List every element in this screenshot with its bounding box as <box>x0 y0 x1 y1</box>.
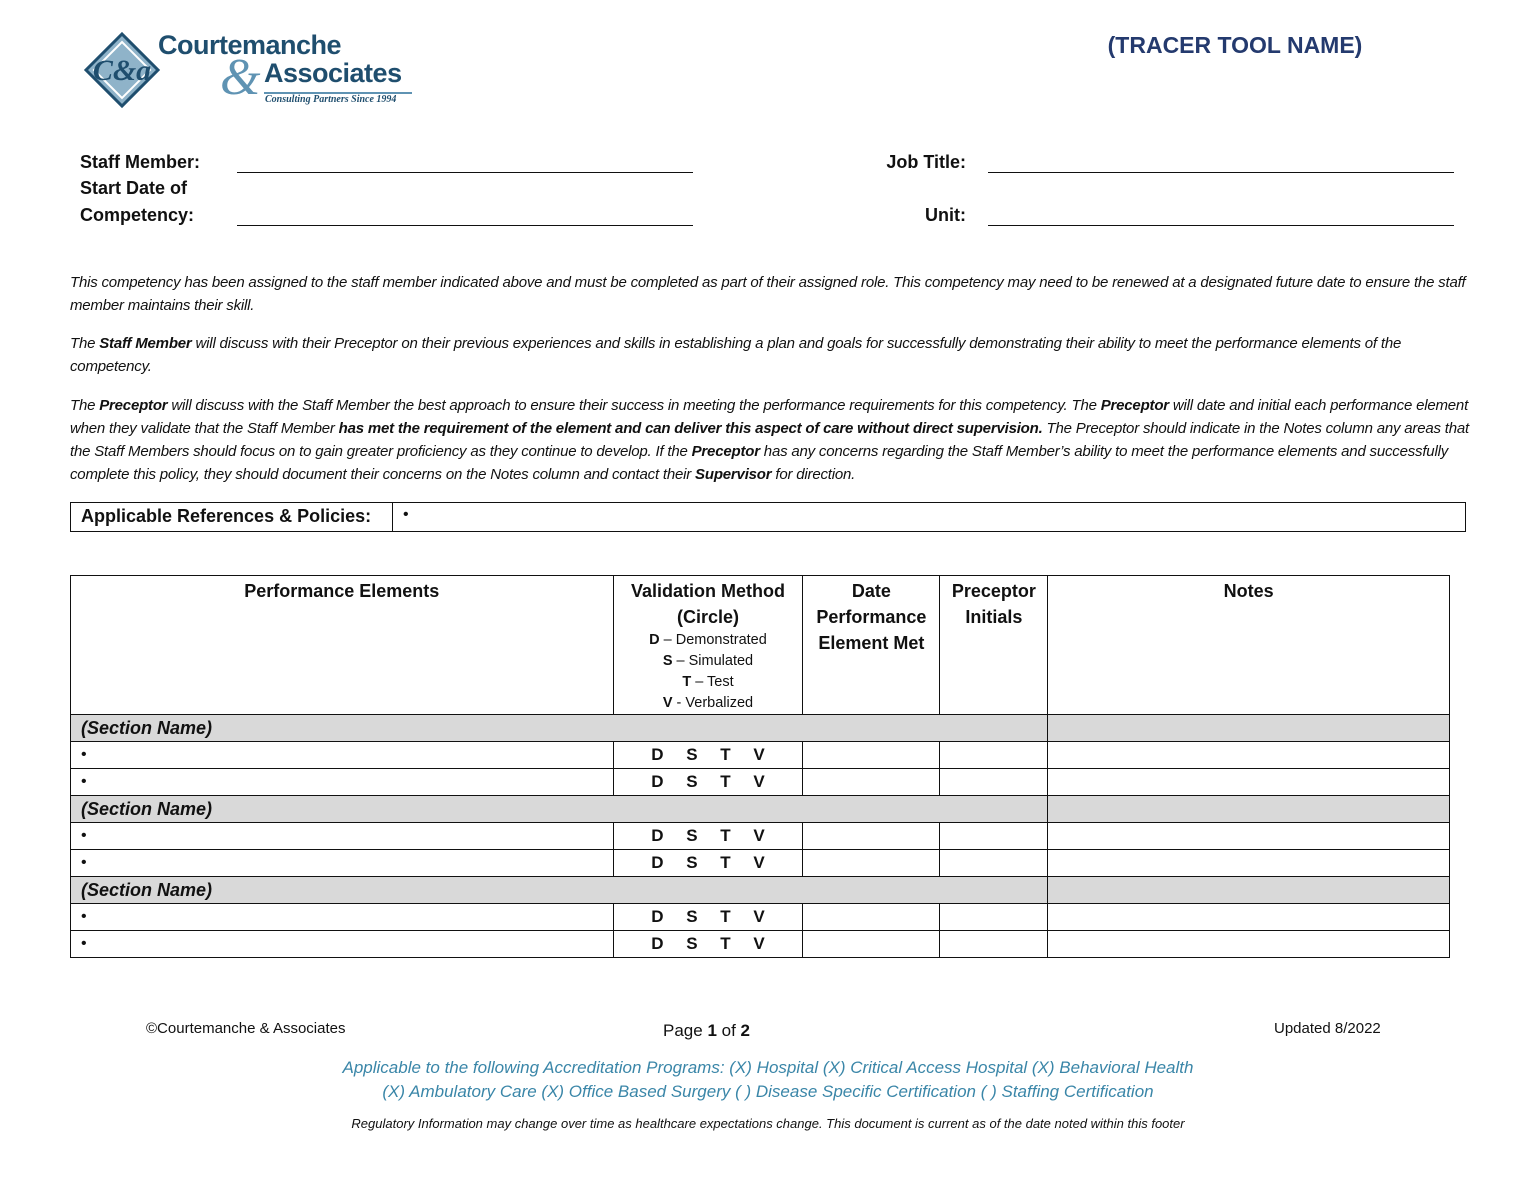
validation-legend: D – Demonstrated S – Simulated T – Test V -… <box>614 630 803 714</box>
start-date-label-2: Competency: <box>80 205 195 225</box>
table-row: • D S T V <box>70 903 1450 931</box>
staff-member-label: Staff Member: <box>80 152 201 172</box>
footer-copyright: ©Courtemanche & Associates <box>146 1020 346 1037</box>
date-met-cell[interactable] <box>802 768 941 796</box>
preceptor-initials-cell[interactable] <box>939 903 1049 931</box>
date-met-cell[interactable] <box>802 849 941 877</box>
performance-element-cell[interactable]: • <box>70 822 614 850</box>
svg-text:C&a: C&a <box>93 54 151 87</box>
company-logo: C&a Courtemanche & Associates Consulting… <box>82 30 422 112</box>
table-row: • D S T V <box>70 930 1450 958</box>
legend-item: T – Test <box>682 674 734 690</box>
preceptor-initials-cell[interactable] <box>939 822 1049 850</box>
performance-table: Performance Elements Validation Method (… <box>69 575 1450 958</box>
logo-line1: Courtemanche <box>158 30 342 60</box>
header-preceptor-initials: Preceptor Initials <box>939 575 1049 715</box>
references-box: Applicable References & Policies: • <box>70 502 1466 532</box>
notes-cell[interactable] <box>1047 768 1450 796</box>
preceptor-initials-cell[interactable] <box>939 849 1049 877</box>
preceptor-initials-cell[interactable] <box>939 930 1049 958</box>
intro-paragraph-2: The Staff Member will discuss with their… <box>70 335 1402 375</box>
validation-method-cell[interactable]: D S T V <box>612 822 804 850</box>
tracer-tool-name: (TRACER TOOL NAME) <box>1107 32 1363 58</box>
section-row: (Section Name) <box>69 795 1450 823</box>
job-title-field[interactable] <box>988 172 1454 173</box>
date-met-cell[interactable] <box>802 741 941 769</box>
accreditation-line-1: Applicable to the following Accreditatio… <box>342 1058 1194 1077</box>
logo-monogram-icon: C&a <box>83 31 161 109</box>
section-notes <box>1047 714 1450 742</box>
section-name: (Section Name) <box>69 714 1049 742</box>
logo-tagline: Consulting Partners Since 1994 <box>265 94 397 105</box>
page-number: Page 1 of 2 <box>663 1021 750 1040</box>
header-performance-elements: Performance Elements <box>70 575 614 715</box>
table-row: • D S T V <box>70 849 1450 877</box>
regulatory-note: Regulatory Information may change over t… <box>351 1116 1185 1131</box>
notes-cell[interactable] <box>1047 903 1450 931</box>
validation-method-cell[interactable]: D S T V <box>612 903 804 931</box>
preceptor-initials-cell[interactable] <box>939 741 1049 769</box>
preceptor-initials-cell[interactable] <box>939 768 1049 796</box>
section-row: (Section Name) <box>69 876 1450 904</box>
table-row: • D S T V <box>70 822 1450 850</box>
notes-cell[interactable] <box>1047 822 1450 850</box>
job-title-label: Job Title: <box>886 152 966 172</box>
header-notes: Notes <box>1047 575 1450 715</box>
date-met-cell[interactable] <box>802 903 941 931</box>
section-name: (Section Name) <box>69 876 1049 904</box>
notes-cell[interactable] <box>1047 930 1450 958</box>
references-label: Applicable References & Policies: <box>71 503 393 531</box>
legend-item: V - Verbalized <box>662 695 754 711</box>
performance-element-cell[interactable]: • <box>70 768 614 796</box>
references-bullet[interactable]: • <box>403 506 409 523</box>
performance-element-cell[interactable]: • <box>70 741 614 769</box>
notes-cell[interactable] <box>1047 741 1450 769</box>
intro-paragraph-3: The Preceptor will discuss with the Staf… <box>70 397 1469 483</box>
header-date-met: Date Performance Element Met <box>802 575 941 715</box>
footer-updated: Updated 8/2022 <box>1274 1020 1381 1037</box>
notes-cell[interactable] <box>1047 849 1450 877</box>
header-validation-method: Validation Method (Circle) D – Demonstra… <box>612 575 804 715</box>
legend-item: D – Demonstrated <box>649 632 767 648</box>
performance-element-cell[interactable]: • <box>70 849 614 877</box>
intro-paragraph-1: This competency has been assigned to the… <box>70 274 1466 314</box>
performance-element-cell[interactable]: • <box>70 930 614 958</box>
date-met-cell[interactable] <box>802 930 941 958</box>
staff-member-field[interactable] <box>237 172 693 173</box>
performance-element-cell[interactable]: • <box>70 903 614 931</box>
start-date-label-1: Start Date of <box>80 178 188 198</box>
legend-item: S – Simulated <box>662 653 754 669</box>
section-name: (Section Name) <box>69 795 1049 823</box>
validation-method-cell[interactable]: D S T V <box>612 768 804 796</box>
section-notes <box>1047 876 1450 904</box>
date-met-cell[interactable] <box>802 822 941 850</box>
start-date-field[interactable] <box>237 225 693 226</box>
table-row: • D S T V <box>70 741 1450 769</box>
section-row: (Section Name) <box>69 714 1450 742</box>
unit-field[interactable] <box>988 225 1454 226</box>
validation-method-cell[interactable]: D S T V <box>612 741 804 769</box>
accreditation-line-2: (X) Ambulatory Care (X) Office Based Sur… <box>382 1082 1154 1101</box>
validation-method-cell[interactable]: D S T V <box>612 849 804 877</box>
logo-line2: Associates <box>264 58 402 88</box>
validation-method-cell[interactable]: D S T V <box>612 930 804 958</box>
table-row: • D S T V <box>70 768 1450 796</box>
unit-label: Unit: <box>925 205 966 225</box>
section-notes <box>1047 795 1450 823</box>
